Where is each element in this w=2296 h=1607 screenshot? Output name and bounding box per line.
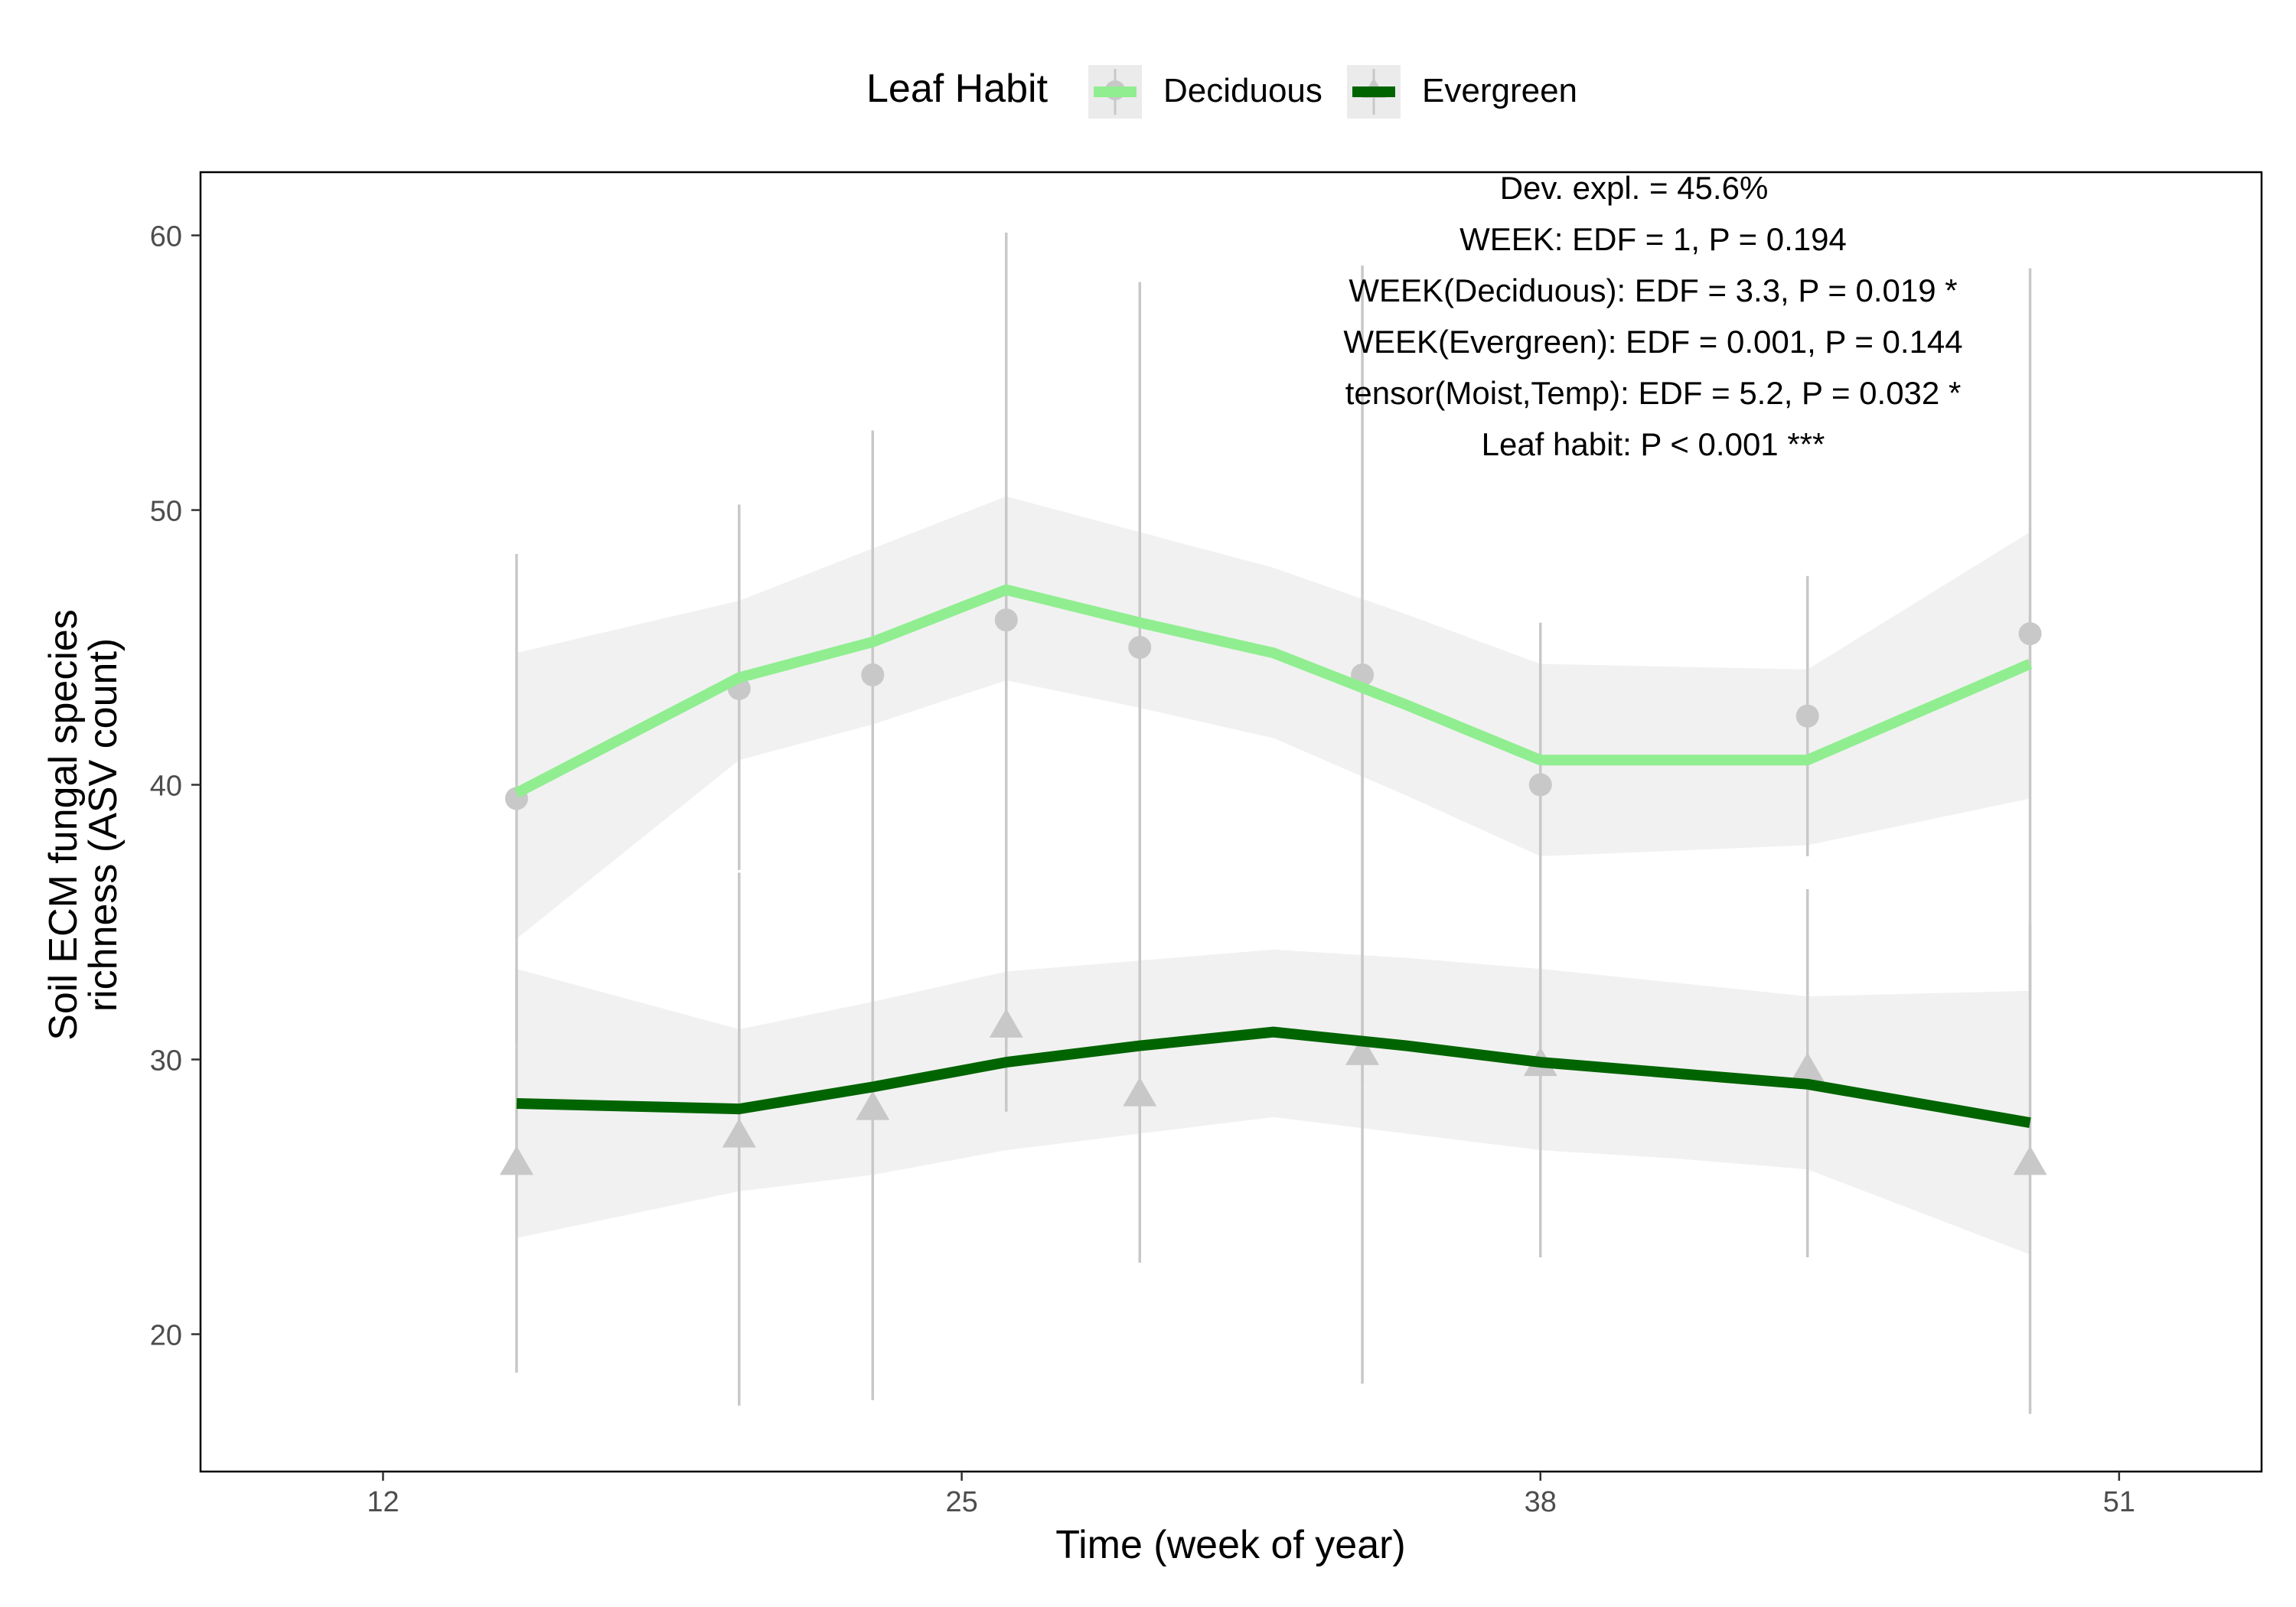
annotation-line-4: WEEK(Evergreen): EDF = 0.001, P = 0.144: [1343, 324, 1962, 360]
y-tick-label: 30: [150, 1045, 182, 1077]
ci-ribbon-deciduous: [517, 496, 2030, 939]
fitted-lines: [514, 584, 2033, 1128]
fit-line-deciduous: [514, 584, 2033, 798]
point-evergreen-5: [1345, 1035, 1380, 1065]
fit-line-evergreen: [516, 1026, 2031, 1128]
y-axis-title: Soil ECM fungal species richness (ASV co…: [41, 609, 126, 1041]
point-evergreen-2: [856, 1090, 890, 1120]
point-deciduous-7: [1795, 704, 1819, 728]
point-deciduous-2: [861, 663, 885, 686]
y-axis-title-line-1: Soil ECM fungal species: [41, 609, 86, 1041]
x-tick-label: 12: [367, 1486, 399, 1518]
x-tick-label: 25: [945, 1486, 977, 1518]
y-axis-title-line-2: richness (ASV count): [81, 638, 126, 1012]
legend-label-deciduous: Deciduous: [1163, 72, 1322, 109]
point-deciduous-6: [1528, 773, 1552, 797]
plot-panel-border: [199, 171, 2263, 1473]
point-evergreen-0: [499, 1146, 533, 1175]
legend: Leaf Habit Deciduous Evergreen: [866, 65, 1577, 119]
legend-key-deciduous: [1088, 65, 1142, 119]
y-tick-label: 20: [150, 1320, 182, 1352]
legend-title: Leaf Habit: [866, 67, 1049, 111]
y-tick-label: 40: [150, 771, 182, 803]
x-axis: 12 25 38 51: [367, 1472, 2135, 1518]
x-axis-title: Time (week of year): [1055, 1523, 1406, 1567]
point-deciduous-3: [994, 608, 1018, 632]
legend-key-evergreen: [1347, 65, 1401, 119]
confidence-ribbons: [517, 496, 2030, 1255]
annotation-line-2: WEEK: EDF = 1, P = 0.194: [1459, 221, 1847, 257]
annotation-line-5: tensor(Moist,Temp): EDF = 5.2, P = 0.032…: [1345, 375, 1962, 411]
point-deciduous-8: [2018, 622, 2042, 646]
y-axis: 20 30 40 50 60: [150, 221, 201, 1352]
annotation-line-1: Dev. expl. = 45.6%: [1500, 170, 1769, 206]
x-tick-label: 38: [1525, 1486, 1557, 1518]
annotation-line-6: Leaf habit: P < 0.001 ***: [1482, 426, 1825, 462]
point-evergreen-8: [2013, 1146, 2047, 1175]
point-evergreen-7: [1790, 1052, 1825, 1082]
point-evergreen-1: [722, 1118, 756, 1148]
y-tick-label: 50: [150, 496, 182, 528]
point-evergreen-3: [989, 1008, 1023, 1038]
x-tick-label: 51: [2103, 1486, 2135, 1518]
point-deciduous-4: [1128, 636, 1152, 660]
legend-label-evergreen: Evergreen: [1422, 72, 1577, 109]
y-tick-label: 60: [150, 221, 182, 253]
annotation-line-3: WEEK(Deciduous): EDF = 3.3, P = 0.019 *: [1349, 272, 1957, 308]
ci-ribbon-evergreen: [517, 949, 2030, 1255]
model-annotations: Dev. expl. = 45.6% WEEK: EDF = 1, P = 0.…: [1343, 170, 1962, 462]
point-evergreen-4: [1123, 1077, 1157, 1107]
